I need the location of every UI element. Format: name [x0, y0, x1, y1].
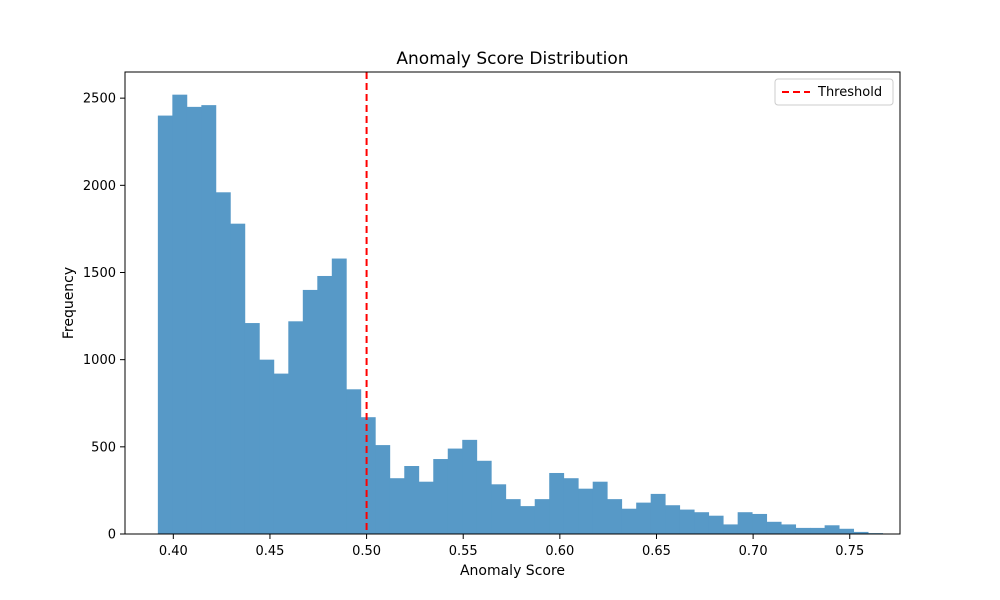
y-axis-title: Frequency: [61, 267, 77, 339]
y-tick-label: 2000: [83, 179, 116, 194]
y-tick-label: 2500: [83, 92, 116, 107]
histogram-bar: [520, 506, 536, 534]
histogram-bar: [795, 527, 811, 534]
histogram-bar: [737, 512, 753, 534]
x-tick-label: 0.60: [545, 544, 574, 559]
histogram-bar: [186, 106, 202, 535]
histogram-bar: [447, 448, 463, 534]
histogram-bar: [244, 323, 260, 534]
histogram-bar: [592, 481, 608, 534]
histogram-bar: [215, 192, 231, 534]
x-tick-label: 0.40: [159, 544, 188, 559]
histogram-bars: [157, 94, 884, 535]
histogram-bar: [317, 275, 333, 534]
histogram-bar: [621, 508, 637, 534]
histogram-bar: [563, 478, 579, 534]
histogram-bar: [360, 417, 376, 534]
histogram-bar: [708, 515, 724, 534]
x-tick-label: 0.55: [449, 544, 478, 559]
histogram-bar: [534, 499, 550, 534]
x-tick-label: 0.65: [642, 544, 671, 559]
histogram-bar: [607, 499, 623, 534]
legend-threshold-label: Threshold: [817, 85, 882, 100]
histogram-bar: [230, 223, 246, 534]
histogram-bar: [288, 321, 304, 534]
legend: Threshold: [774, 78, 894, 106]
x-tick-label: 0.70: [739, 544, 768, 559]
histogram-bar: [375, 445, 391, 534]
histogram-bar: [346, 389, 362, 534]
histogram-bar: [404, 466, 420, 534]
histogram-bar: [302, 289, 318, 534]
histogram-bar: [491, 484, 507, 534]
x-tick-label: 0.45: [255, 544, 284, 559]
chart-title: Anomaly Score Distribution: [396, 49, 628, 69]
histogram-bar: [650, 493, 666, 534]
histogram-bar: [679, 509, 695, 534]
histogram-bar: [723, 524, 739, 534]
histogram-bar: [578, 488, 594, 534]
histogram-bar: [505, 499, 521, 534]
histogram-bar: [549, 472, 565, 534]
x-tick-label: 0.75: [835, 544, 864, 559]
histogram-bar: [665, 505, 681, 534]
histogram-bar: [259, 359, 275, 534]
histogram-bar: [273, 373, 289, 534]
y-tick-label: 1500: [83, 266, 116, 281]
histogram-bar: [752, 513, 768, 534]
x-axis-title: Anomaly Score: [460, 563, 565, 579]
histogram-bar: [433, 459, 449, 534]
histogram-bar: [418, 481, 434, 534]
histogram-bar: [331, 258, 347, 534]
histogram-bar: [694, 512, 710, 534]
plot-frame: [124, 71, 901, 535]
histogram-bar: [157, 115, 173, 535]
y-axis: 0 500 1000 1500 2000 2500: [83, 92, 125, 543]
histogram-bar: [462, 439, 478, 534]
histogram-bar: [824, 525, 840, 534]
y-tick-label: 500: [91, 440, 116, 455]
histogram-bar: [172, 94, 188, 534]
histogram-bar: [389, 478, 405, 534]
x-axis: 0.40 0.45 0.50 0.55 0.60 0.65 0.70 0.75: [159, 534, 864, 559]
legend-box: [774, 78, 894, 106]
histogram-bar: [201, 105, 217, 535]
x-tick-label: 0.50: [352, 544, 381, 559]
histogram-bar: [781, 524, 797, 534]
histogram-bar: [839, 528, 855, 534]
histogram-bar: [810, 527, 826, 534]
y-tick-label: 1000: [83, 353, 116, 368]
histogram-bar: [476, 460, 492, 534]
histogram-bar: [636, 502, 652, 534]
y-tick-label: 0: [108, 528, 116, 543]
histogram-bar: [766, 521, 782, 534]
histogram-bar: [853, 531, 869, 534]
